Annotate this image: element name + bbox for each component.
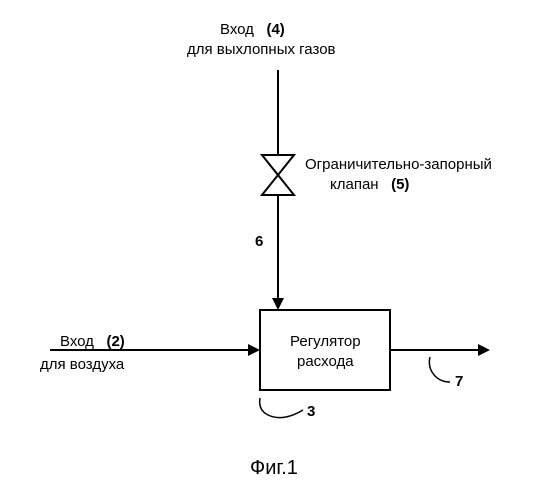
figure-caption: Фиг.1	[250, 455, 298, 481]
exhaust-inlet-text: Вход	[220, 21, 254, 38]
exhaust-inlet-label-line1: Вход (4)	[220, 20, 285, 40]
air-inlet-label-line2: для воздуха	[40, 355, 124, 375]
air-inlet-text: Вход	[60, 333, 94, 350]
valve-label-line2: клапан (5)	[330, 175, 409, 195]
ref-3: 3	[307, 402, 315, 422]
leader-3	[260, 398, 303, 418]
valve-bottom-triangle	[262, 175, 294, 195]
valve-ref: (5)	[391, 176, 409, 193]
valve-label-line1: Ограничительно-запорный	[305, 155, 492, 175]
leader-7	[429, 357, 450, 382]
regulator-text-line2: расхода	[297, 352, 354, 372]
air-inlet-label-line1: Вход (2)	[60, 332, 125, 352]
ref-7: 7	[455, 372, 463, 392]
diagram-svg	[0, 0, 560, 500]
air-inlet-arrowhead	[248, 344, 260, 356]
air-inlet-ref: (2)	[106, 333, 124, 350]
regulator-text-line1: Регулятор	[290, 332, 361, 352]
valve-to-box-arrowhead	[272, 298, 284, 310]
valve-top-triangle	[262, 155, 294, 175]
exhaust-inlet-ref: (4)	[266, 21, 284, 38]
exhaust-inlet-label-line2: для выхлопных газов	[187, 40, 336, 60]
output-arrowhead	[478, 344, 490, 356]
valve-label-line2-text: клапан	[330, 176, 379, 193]
ref-6: 6	[255, 232, 263, 252]
